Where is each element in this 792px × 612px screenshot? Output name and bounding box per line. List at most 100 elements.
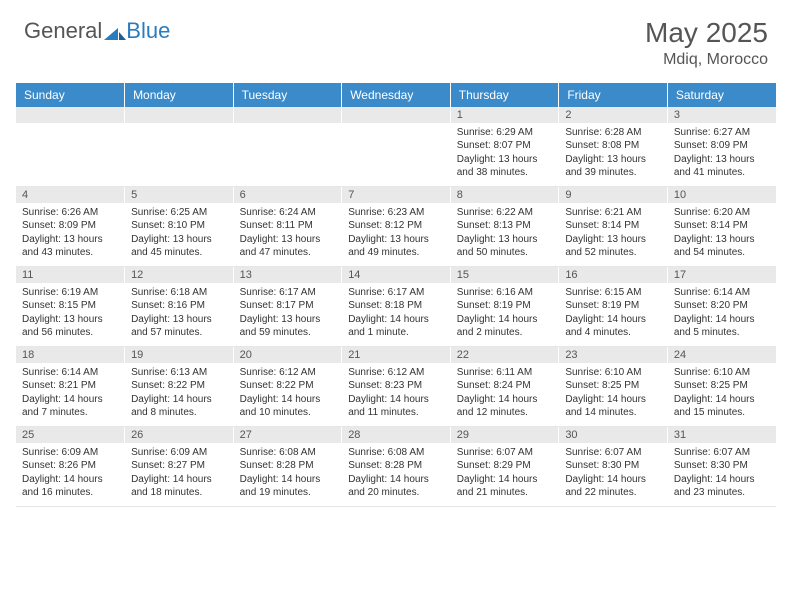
day-number: 13 <box>234 267 342 283</box>
sunrise-line: Sunrise: 6:21 AM <box>565 206 661 220</box>
sunrise-line: Sunrise: 6:08 AM <box>348 446 444 460</box>
sunrise-line: Sunrise: 6:17 AM <box>240 286 336 300</box>
calendar-day-cell: 16Sunrise: 6:15 AMSunset: 8:19 PMDayligh… <box>559 266 668 346</box>
sunset-line: Sunset: 8:23 PM <box>348 379 444 393</box>
calendar-day-cell: 25Sunrise: 6:09 AMSunset: 8:26 PMDayligh… <box>16 426 125 506</box>
day-content: Sunrise: 6:12 AMSunset: 8:22 PMDaylight:… <box>234 363 342 426</box>
calendar-day-cell: 28Sunrise: 6:08 AMSunset: 8:28 PMDayligh… <box>342 426 451 506</box>
sunrise-line: Sunrise: 6:23 AM <box>348 206 444 220</box>
sunrise-line: Sunrise: 6:07 AM <box>674 446 770 460</box>
daylight-line: Daylight: 14 hours and 11 minutes. <box>348 393 444 420</box>
day-number: 17 <box>668 267 776 283</box>
day-number <box>342 107 450 123</box>
day-number: 27 <box>234 427 342 443</box>
day-header: Tuesday <box>233 83 342 107</box>
day-content: Sunrise: 6:22 AMSunset: 8:13 PMDaylight:… <box>451 203 559 266</box>
day-number: 3 <box>668 107 776 123</box>
daylight-line: Daylight: 14 hours and 15 minutes. <box>674 393 770 420</box>
calendar-table: SundayMondayTuesdayWednesdayThursdayFrid… <box>16 83 776 507</box>
day-number: 2 <box>559 107 667 123</box>
daylight-line: Daylight: 14 hours and 19 minutes. <box>240 473 336 500</box>
day-number: 1 <box>451 107 559 123</box>
sunset-line: Sunset: 8:17 PM <box>240 299 336 313</box>
day-number: 6 <box>234 187 342 203</box>
daylight-line: Daylight: 13 hours and 57 minutes. <box>131 313 227 340</box>
day-content: Sunrise: 6:28 AMSunset: 8:08 PMDaylight:… <box>559 123 667 186</box>
calendar-day-cell: 8Sunrise: 6:22 AMSunset: 8:13 PMDaylight… <box>450 186 559 266</box>
day-content: Sunrise: 6:14 AMSunset: 8:20 PMDaylight:… <box>668 283 776 346</box>
day-number: 5 <box>125 187 233 203</box>
logo-sail-icon <box>104 26 126 40</box>
calendar-day-cell: 3Sunrise: 6:27 AMSunset: 8:09 PMDaylight… <box>667 107 776 187</box>
day-header: Wednesday <box>342 83 451 107</box>
day-number: 29 <box>451 427 559 443</box>
sunset-line: Sunset: 8:24 PM <box>457 379 553 393</box>
sunset-line: Sunset: 8:30 PM <box>565 459 661 473</box>
day-header: Monday <box>125 83 234 107</box>
day-header: Thursday <box>450 83 559 107</box>
day-number: 7 <box>342 187 450 203</box>
daylight-line: Daylight: 14 hours and 22 minutes. <box>565 473 661 500</box>
calendar-week-row: 11Sunrise: 6:19 AMSunset: 8:15 PMDayligh… <box>16 266 776 346</box>
day-number: 30 <box>559 427 667 443</box>
day-number: 15 <box>451 267 559 283</box>
sunrise-line: Sunrise: 6:07 AM <box>565 446 661 460</box>
sunrise-line: Sunrise: 6:26 AM <box>22 206 118 220</box>
daylight-line: Daylight: 14 hours and 10 minutes. <box>240 393 336 420</box>
calendar-day-cell: 1Sunrise: 6:29 AMSunset: 8:07 PMDaylight… <box>450 107 559 187</box>
day-number: 31 <box>668 427 776 443</box>
day-content: Sunrise: 6:24 AMSunset: 8:11 PMDaylight:… <box>234 203 342 266</box>
calendar-day-cell: 5Sunrise: 6:25 AMSunset: 8:10 PMDaylight… <box>125 186 234 266</box>
day-header: Friday <box>559 83 668 107</box>
sunset-line: Sunset: 8:25 PM <box>674 379 770 393</box>
day-content <box>125 123 233 183</box>
day-number: 9 <box>559 187 667 203</box>
day-content: Sunrise: 6:10 AMSunset: 8:25 PMDaylight:… <box>668 363 776 426</box>
calendar-day-cell <box>233 107 342 187</box>
day-content <box>342 123 450 183</box>
sunrise-line: Sunrise: 6:17 AM <box>348 286 444 300</box>
daylight-line: Daylight: 13 hours and 52 minutes. <box>565 233 661 260</box>
calendar-day-cell: 29Sunrise: 6:07 AMSunset: 8:29 PMDayligh… <box>450 426 559 506</box>
sunrise-line: Sunrise: 6:18 AM <box>131 286 227 300</box>
calendar-day-cell: 10Sunrise: 6:20 AMSunset: 8:14 PMDayligh… <box>667 186 776 266</box>
day-content: Sunrise: 6:07 AMSunset: 8:29 PMDaylight:… <box>451 443 559 506</box>
sunset-line: Sunset: 8:16 PM <box>131 299 227 313</box>
sunset-line: Sunset: 8:21 PM <box>22 379 118 393</box>
day-content: Sunrise: 6:10 AMSunset: 8:25 PMDaylight:… <box>559 363 667 426</box>
calendar-day-cell: 20Sunrise: 6:12 AMSunset: 8:22 PMDayligh… <box>233 346 342 426</box>
logo: General Blue <box>24 18 170 44</box>
sunrise-line: Sunrise: 6:11 AM <box>457 366 553 380</box>
day-content: Sunrise: 6:08 AMSunset: 8:28 PMDaylight:… <box>342 443 450 506</box>
daylight-line: Daylight: 13 hours and 38 minutes. <box>457 153 553 180</box>
daylight-line: Daylight: 14 hours and 8 minutes. <box>131 393 227 420</box>
daylight-line: Daylight: 14 hours and 14 minutes. <box>565 393 661 420</box>
sunset-line: Sunset: 8:14 PM <box>565 219 661 233</box>
day-content: Sunrise: 6:20 AMSunset: 8:14 PMDaylight:… <box>668 203 776 266</box>
sunset-line: Sunset: 8:25 PM <box>565 379 661 393</box>
day-number: 8 <box>451 187 559 203</box>
day-content: Sunrise: 6:18 AMSunset: 8:16 PMDaylight:… <box>125 283 233 346</box>
day-number: 26 <box>125 427 233 443</box>
sunrise-line: Sunrise: 6:10 AM <box>565 366 661 380</box>
day-content: Sunrise: 6:07 AMSunset: 8:30 PMDaylight:… <box>559 443 667 506</box>
daylight-line: Daylight: 13 hours and 41 minutes. <box>674 153 770 180</box>
calendar-day-cell: 18Sunrise: 6:14 AMSunset: 8:21 PMDayligh… <box>16 346 125 426</box>
day-number: 28 <box>342 427 450 443</box>
calendar-day-cell: 4Sunrise: 6:26 AMSunset: 8:09 PMDaylight… <box>16 186 125 266</box>
sunset-line: Sunset: 8:19 PM <box>565 299 661 313</box>
title-block: May 2025 Mdiq, Morocco <box>645 18 768 69</box>
calendar-day-cell: 24Sunrise: 6:10 AMSunset: 8:25 PMDayligh… <box>667 346 776 426</box>
day-content <box>16 123 124 183</box>
sunrise-line: Sunrise: 6:20 AM <box>674 206 770 220</box>
calendar-day-cell: 11Sunrise: 6:19 AMSunset: 8:15 PMDayligh… <box>16 266 125 346</box>
day-content: Sunrise: 6:15 AMSunset: 8:19 PMDaylight:… <box>559 283 667 346</box>
sunrise-line: Sunrise: 6:09 AM <box>131 446 227 460</box>
day-content: Sunrise: 6:16 AMSunset: 8:19 PMDaylight:… <box>451 283 559 346</box>
day-content: Sunrise: 6:26 AMSunset: 8:09 PMDaylight:… <box>16 203 124 266</box>
sunrise-line: Sunrise: 6:12 AM <box>348 366 444 380</box>
sunset-line: Sunset: 8:20 PM <box>674 299 770 313</box>
day-number: 23 <box>559 347 667 363</box>
sunrise-line: Sunrise: 6:08 AM <box>240 446 336 460</box>
day-content: Sunrise: 6:09 AMSunset: 8:26 PMDaylight:… <box>16 443 124 506</box>
